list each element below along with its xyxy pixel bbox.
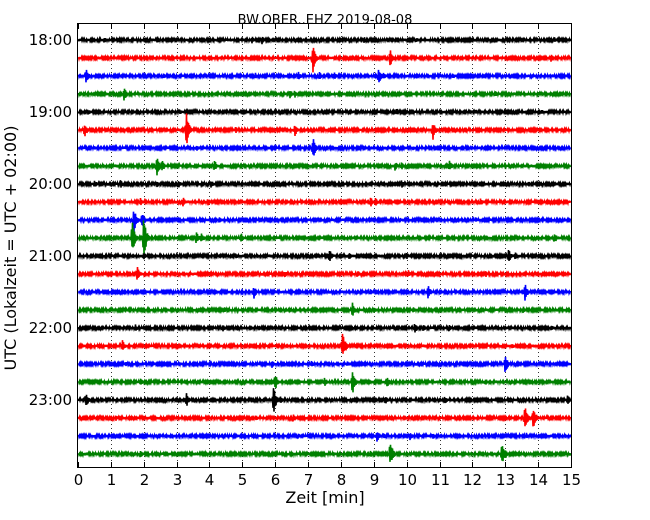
y-tick-label: 21:00 [29, 247, 72, 265]
x-tick-label: 3 [173, 471, 183, 489]
y-tick-label: 23:00 [29, 391, 72, 409]
trace-2230 [77, 356, 572, 372]
y-axis-label: UTC (Lokalzeit = UTC + 02:00) [1, 126, 20, 371]
trace-1800 [77, 35, 572, 45]
y-tick-label: 19:00 [29, 103, 72, 121]
x-tick-label: 6 [271, 471, 281, 489]
x-tick-label: 7 [304, 471, 314, 489]
trace-2000 [77, 179, 572, 189]
trace-2300 [77, 388, 572, 412]
x-tick-label: 12 [463, 471, 482, 489]
x-axis-ticks: 0 1 2 3 4 5 6 7 8 9 10 11 12 13 14 15 [74, 24, 581, 489]
trace-2145 [77, 302, 572, 316]
trace-1900 [77, 107, 572, 117]
trace-2345 [77, 444, 572, 462]
y-tick-label: 22:00 [29, 319, 72, 337]
trace-2315 [77, 408, 572, 427]
x-tick-label: 0 [74, 471, 84, 489]
trace-2045 [77, 220, 572, 256]
trace-2030 [77, 211, 572, 233]
x-axis-label: Zeit [min] [285, 488, 364, 507]
trace-2130 [77, 284, 572, 301]
trace-2215 [77, 333, 572, 354]
x-tick-label: 10 [398, 471, 417, 489]
trace-2245 [77, 372, 572, 393]
x-tick-label: 14 [529, 471, 548, 489]
trace-1845 [77, 88, 572, 101]
trace-1915 [77, 113, 572, 144]
trace-1815 [77, 47, 572, 73]
trace-2015 [77, 197, 572, 207]
x-tick-label: 4 [205, 471, 215, 489]
x-tick-label: 2 [140, 471, 150, 489]
x-tick-label: 13 [496, 471, 515, 489]
x-tick-label: 5 [238, 471, 248, 489]
plot-frame [77, 23, 572, 468]
x-tick-label: 9 [370, 471, 380, 489]
x-tick-label: 11 [431, 471, 450, 489]
trace-2200 [77, 323, 572, 333]
x-tick-label: 8 [337, 471, 347, 489]
y-tick-label: 18:00 [29, 31, 72, 49]
seismogram-traces [77, 35, 572, 462]
trace-2115 [77, 266, 572, 280]
y-tick-label: 20:00 [29, 175, 72, 193]
chart-title: BW.OBER..EHZ 2019-08-08 [238, 13, 413, 28]
trace-1930 [77, 139, 572, 156]
y-axis-ticks: 18:00 19:00 20:00 21:00 22:00 23:00 [29, 31, 571, 409]
trace-2100 [77, 249, 572, 261]
trace-1830 [77, 69, 572, 83]
x-tick-label: 1 [107, 471, 117, 489]
trace-1945 [77, 158, 572, 176]
trace-2330 [77, 431, 572, 442]
x-tick-label: 15 [562, 471, 581, 489]
